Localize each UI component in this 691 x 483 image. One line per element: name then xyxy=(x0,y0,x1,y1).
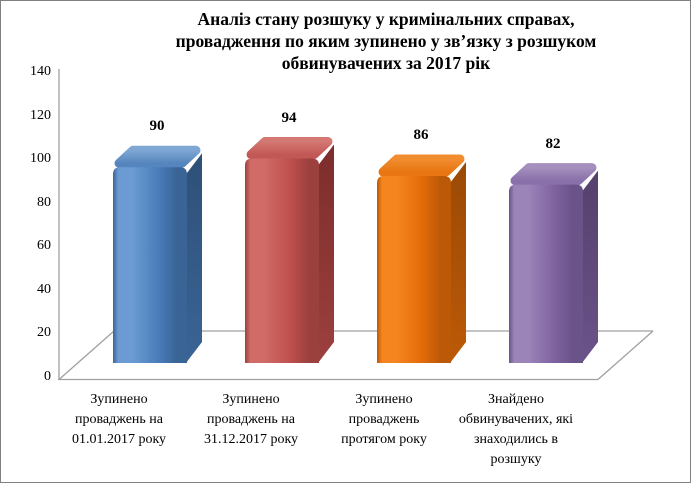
category-label: Зупинено проваджень на 31.12.2017 року xyxy=(203,392,299,447)
chart-title-line: обвинувачених за 2017 рік xyxy=(281,53,491,73)
bar-top-face xyxy=(510,163,597,186)
value-label: 94 xyxy=(281,109,297,126)
category-label: Зупинено проваджень протягом року xyxy=(341,392,427,447)
floor-left-edge xyxy=(58,330,115,380)
bar-side-face xyxy=(450,161,466,363)
y-tick-label: 20 xyxy=(37,325,51,340)
y-tick-label: 100 xyxy=(30,151,51,166)
y-tick-label: 140 xyxy=(30,64,51,79)
bar-side-face xyxy=(186,153,202,363)
bar-top-face xyxy=(246,137,333,160)
y-tick-label: 60 xyxy=(37,238,51,253)
y-tick-label: 0 xyxy=(44,368,51,384)
bar-front-face xyxy=(113,167,187,363)
category-label: Зупинено проваджень на 01.01.2017 року xyxy=(71,392,167,447)
value-label: 82 xyxy=(545,135,561,152)
value-label: 90 xyxy=(149,118,165,135)
category-label: Знайдено обвинувачених, які знаходились … xyxy=(458,392,574,467)
y-tick-label: 40 xyxy=(37,281,51,297)
value-label: 86 xyxy=(413,126,429,143)
chart-title: Аналіз стану розшуку у кримінальних спра… xyxy=(86,8,686,74)
bar-front-face xyxy=(509,184,583,363)
bar-0-blue xyxy=(113,145,202,363)
bar-1-red xyxy=(245,137,334,363)
y-tick-label: 80 xyxy=(37,194,51,210)
bar-3-purple xyxy=(509,163,598,363)
chart-title-line: провадження по яким зупинено у зв’язку з… xyxy=(175,31,597,51)
y-tick-label: 120 xyxy=(30,107,51,123)
bar-top-face xyxy=(114,145,201,168)
bar-top-face xyxy=(378,154,465,177)
bar-front-face xyxy=(377,175,451,363)
bar-2-orange xyxy=(377,154,466,363)
chart-title-line: Аналіз стану розшуку у кримінальних спра… xyxy=(197,9,575,29)
bar-front-face xyxy=(245,158,319,363)
bar-side-face xyxy=(318,144,334,363)
bar-side-face xyxy=(582,170,598,363)
floor-right-edge xyxy=(597,330,654,380)
